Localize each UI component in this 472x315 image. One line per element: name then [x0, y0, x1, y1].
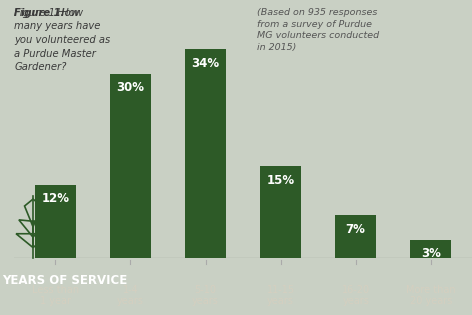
Text: 34%: 34% [192, 57, 219, 70]
Text: How: How [54, 8, 79, 18]
Text: 30%: 30% [117, 81, 144, 94]
Text: 5-10
years: 5-10 years [192, 285, 219, 306]
Text: 3%: 3% [421, 247, 441, 260]
Text: 7%: 7% [346, 223, 366, 236]
Bar [35, 185, 76, 258]
Text: 12%: 12% [42, 192, 69, 205]
Text: YEARS OF SERVICE: YEARS OF SERVICE [2, 274, 127, 287]
Text: 1-4
years: 1-4 years [117, 285, 144, 306]
Bar [110, 74, 151, 258]
Bar [185, 49, 226, 258]
Bar [410, 240, 451, 258]
Text: 15%: 15% [267, 174, 295, 186]
Bar [335, 215, 376, 258]
Text: (Based on 935 responses
from a survey of Purdue
MG volunteers conducted
in 2015): (Based on 935 responses from a survey of… [257, 8, 379, 52]
Text: 11-15
years: 11-15 years [267, 285, 295, 306]
Text: Figure 1.: Figure 1. [14, 8, 65, 18]
Text: Less than
1 year: Less than 1 year [32, 285, 79, 306]
Text: More than
20 years: More than 20 years [406, 285, 455, 306]
Text: Figure 1. How
many years have
you volunteered as
a Purdue Master
Gardener?: Figure 1. How many years have you volunt… [14, 8, 110, 72]
Bar [260, 166, 301, 258]
Text: 16-20
years: 16-20 years [342, 285, 370, 306]
